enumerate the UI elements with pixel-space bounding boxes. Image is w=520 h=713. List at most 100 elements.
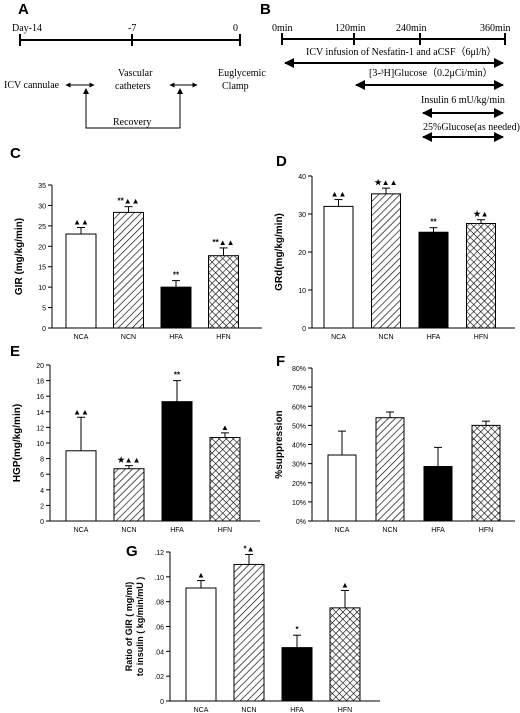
icv-cannulae-label: ICV cannulae: [4, 80, 60, 91]
y-tick-label: 30: [38, 203, 46, 210]
significance-mark: ★▲▲: [374, 178, 397, 187]
y-tick-label: 2: [40, 503, 44, 510]
bar: [418, 231, 449, 329]
category-label: NCN: [382, 527, 397, 534]
y-tick-label: 10: [38, 285, 46, 292]
panel-b: B 0min 120min 240min 360min ICV infusion…: [260, 1, 520, 142]
bar: [185, 587, 217, 702]
y-tick-label: 20: [298, 250, 306, 257]
panel-a-tick-label: -7: [128, 23, 136, 34]
y-tick-label: 40: [298, 174, 306, 181]
y-tick-label: 10: [36, 441, 44, 448]
category-label: HFN: [216, 334, 230, 341]
bar: [375, 417, 405, 522]
recovery-label: Recovery: [113, 117, 151, 128]
y-tick-label: 50%: [292, 423, 306, 430]
bar: [233, 563, 265, 702]
y-tick-label: .06: [154, 625, 164, 632]
y-tick-label: 20: [36, 363, 44, 370]
category-label: NCA: [194, 707, 209, 713]
chart-hgp: E 0 2 4 6 8 10 12 14 16 18 20 HGP(mg/kg/min) ▲▲ NCA ★▲▲…: [10, 343, 260, 534]
panel-b-tick-label: 360min: [480, 23, 511, 34]
y-tick-label: 20%: [292, 481, 306, 488]
bar: [208, 255, 239, 329]
category-label: NCN: [241, 707, 256, 713]
category-label: HFA: [169, 334, 183, 341]
y-axis-label: HGP(mg/kg/min): [12, 404, 23, 482]
bar: [327, 454, 357, 522]
bar: [160, 286, 192, 329]
y-tick-label: 30: [298, 212, 306, 219]
significance-mark: *▲: [243, 544, 254, 553]
category-label: HFA: [290, 707, 304, 713]
significance-mark: ★▲▲: [117, 456, 140, 465]
y-tick-label: 4: [40, 488, 44, 495]
significance-mark: ★▲: [473, 210, 488, 219]
panel-b-tick-label: 120min: [335, 23, 366, 34]
y-tick-label: 14: [36, 410, 44, 417]
panel-a-tick-label: 0: [233, 23, 238, 34]
tracer-label: [3-³H]Glucose（0.2μCi/min）: [369, 67, 493, 79]
category-label: HFN: [338, 707, 352, 713]
y-axis-label: GRd(mg/kg/min): [274, 213, 285, 291]
chart-suppression: F 0% 10% 20% 30% 40% 50% 60% 70% 80% %suppression N…: [274, 353, 515, 534]
significance-mark: **: [173, 271, 180, 280]
category-label: HFN: [479, 527, 493, 534]
panel-b-tick-label: 240min: [396, 23, 427, 34]
y-tick-label: 80%: [292, 366, 306, 373]
y-tick-label: 0: [160, 699, 164, 706]
bar: [113, 211, 144, 329]
insulin-label: Insulin 6 mU/kg/min: [421, 95, 505, 106]
panel-a-letter: A: [18, 1, 29, 18]
category-label: NCN: [378, 334, 393, 341]
y-axis-label: GIR (mg/kg/min): [14, 218, 25, 295]
bar: [329, 607, 361, 702]
recovery-bracket: [85, 90, 181, 129]
icv-infusion-label: ICV infusion of Nesfatin-1 and aCSF（6μl/…: [306, 46, 496, 58]
chart-grd: D 0 10 20 30 40 GRd(mg/kg/min) ▲▲ NCA ★▲▲ NCN ** HFA…: [274, 153, 515, 341]
glucose-label: 25%Glucose(as needed): [423, 122, 520, 133]
panel-letter: C: [10, 145, 21, 162]
y-tick-label: 40%: [292, 443, 306, 450]
y-tick-label: 20: [38, 244, 46, 251]
bar: [281, 647, 313, 702]
significance-mark: ▲▲: [73, 407, 89, 416]
significance-mark: ▲▲: [331, 190, 347, 199]
bar: [113, 468, 145, 522]
significance-mark: *: [295, 625, 299, 634]
panel-a: A Day-14 -7 0 ICV cannulae Vascular cath…: [4, 1, 266, 129]
category-label: NCA: [331, 334, 346, 341]
y-tick-label: 70%: [292, 385, 306, 392]
y-tick-label: 8: [40, 457, 44, 464]
category-label: HFN: [218, 527, 232, 534]
y-tick-label: .10: [154, 575, 164, 582]
significance-mark: ▲▲: [73, 217, 89, 226]
bar: [209, 437, 241, 522]
clamp-label: Clamp: [222, 81, 249, 92]
bar: [323, 205, 354, 329]
vascular-label: Vascular: [118, 68, 153, 79]
euglycemic-label: Euglycemic: [218, 68, 266, 79]
y-tick-label: 30%: [292, 462, 306, 469]
y-tick-label: 16: [36, 394, 44, 401]
y-tick-label: 35: [38, 183, 46, 190]
y-tick-label: 60%: [292, 404, 306, 411]
y-tick-label: 0%: [296, 519, 306, 526]
y-tick-label: 0: [40, 519, 44, 526]
bar: [423, 465, 453, 522]
bar: [65, 450, 97, 522]
bar: [371, 193, 401, 329]
y-axis-label: Ratio of GIR ( mg/ml): [124, 582, 134, 672]
significance-mark: ▲: [341, 580, 349, 589]
category-label: NCA: [335, 527, 350, 534]
category-label: HFA: [427, 334, 441, 341]
bar: [161, 401, 193, 522]
bar: [471, 424, 501, 522]
chart-gir: C 0 5 10 15 20 25 30 35 GIR (mg/kg/min) ▲▲ NCA **▲▲ N…: [10, 145, 262, 341]
category-label: HFN: [474, 334, 488, 341]
chart-gir-insulin-ratio: G 0 .02 .04 .06 .08 .10 .12 Ratio of GIR ( mg/ml…: [124, 543, 380, 713]
y-tick-label: 15: [38, 265, 46, 272]
category-label: NCN: [121, 334, 136, 341]
y-tick-label: .04: [154, 649, 164, 656]
